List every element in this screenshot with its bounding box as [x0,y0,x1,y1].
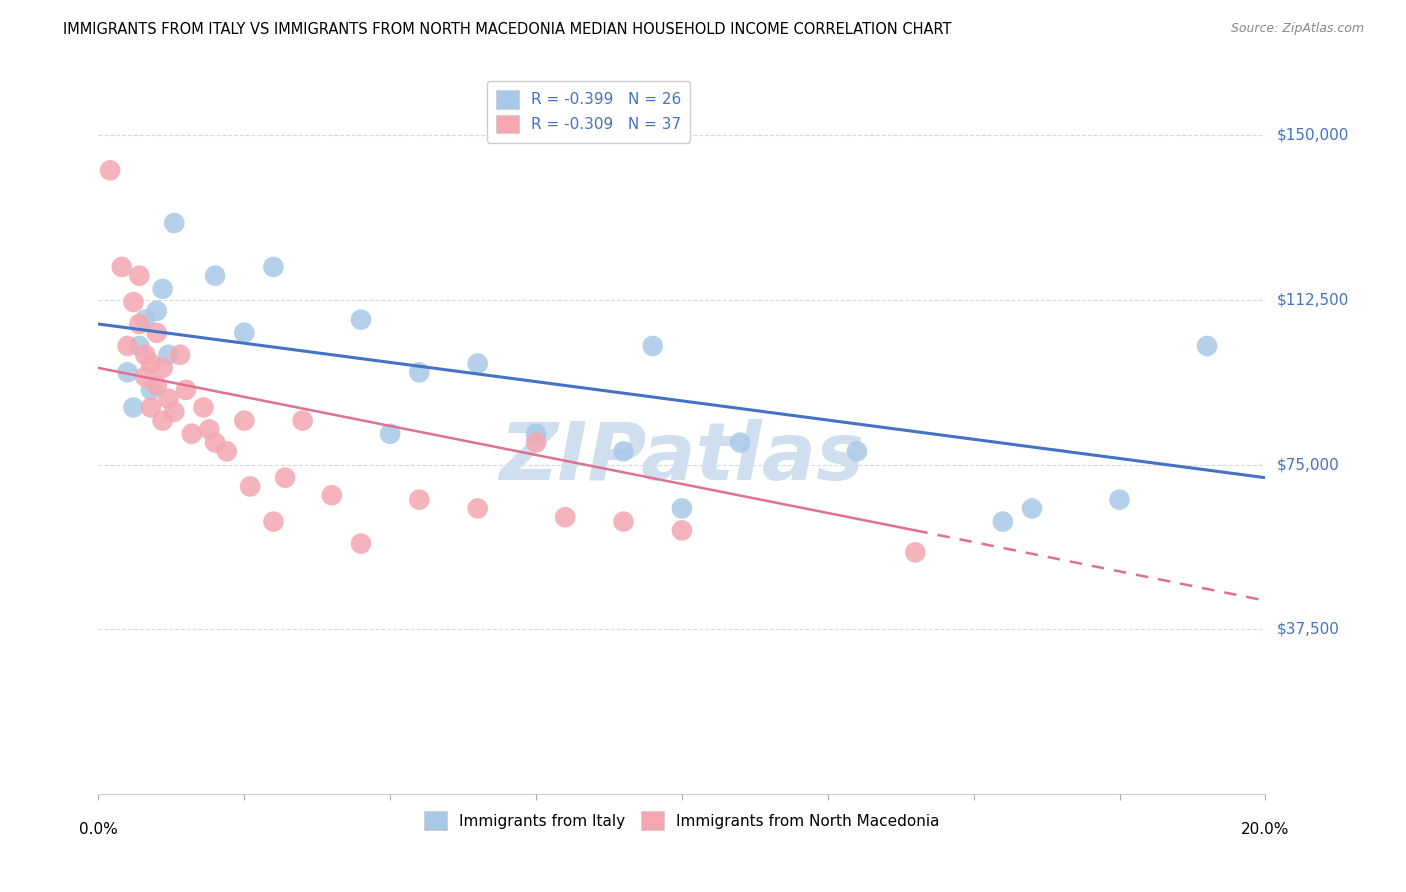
Point [262,515,284,529]
Point [321,488,343,502]
Point [291,414,314,428]
Point [204,268,226,283]
Point [117,365,139,379]
Legend: Immigrants from Italy, Immigrants from North Macedonia: Immigrants from Italy, Immigrants from N… [418,805,946,836]
Point [128,317,150,331]
Point [350,312,373,326]
Point [157,348,180,362]
Point [146,326,169,340]
Point [122,295,145,310]
Text: Source: ZipAtlas.com: Source: ZipAtlas.com [1230,22,1364,36]
Point [128,339,150,353]
Point [904,545,927,559]
Point [239,479,262,493]
Point [233,414,256,428]
Point [163,216,186,230]
Text: $37,500: $37,500 [1277,622,1340,637]
Point [193,401,215,415]
Point [163,405,186,419]
Point [111,260,134,274]
Point [157,392,180,406]
Point [671,524,693,538]
Point [215,444,238,458]
Point [122,401,145,415]
Point [128,268,150,283]
Point [152,360,174,375]
Point [1021,501,1043,516]
Point [169,348,191,362]
Point [1195,339,1218,353]
Point [380,426,402,441]
Point [152,414,174,428]
Point [98,163,121,178]
Text: ZIPatlas: ZIPatlas [499,419,865,498]
Point [117,339,139,353]
Point [233,326,256,340]
Point [204,435,226,450]
Point [467,357,489,371]
Point [612,444,634,458]
Point [134,312,156,326]
Point [350,536,373,550]
Point [671,501,693,516]
Point [524,426,547,441]
Point [146,303,169,318]
Point [139,401,162,415]
Text: $112,500: $112,500 [1277,293,1348,308]
Text: $150,000: $150,000 [1277,128,1348,143]
Text: $75,000: $75,000 [1277,457,1340,472]
Point [408,365,430,379]
Text: 0.0%: 0.0% [79,822,118,838]
Point [1108,492,1130,507]
Point [262,260,284,274]
Point [134,369,156,384]
Point [180,426,202,441]
Point [408,492,430,507]
Text: 20.0%: 20.0% [1241,822,1289,838]
Text: IMMIGRANTS FROM ITALY VS IMMIGRANTS FROM NORTH MACEDONIA MEDIAN HOUSEHOLD INCOME: IMMIGRANTS FROM ITALY VS IMMIGRANTS FROM… [63,22,952,37]
Point [554,510,576,524]
Point [146,378,169,392]
Point [846,444,869,458]
Point [524,435,547,450]
Point [198,422,221,436]
Point [641,339,664,353]
Point [467,501,489,516]
Point [139,357,162,371]
Point [134,348,156,362]
Point [612,515,634,529]
Point [152,282,174,296]
Point [730,435,752,450]
Point [139,383,162,397]
Point [174,383,197,397]
Point [274,471,297,485]
Point [991,515,1014,529]
